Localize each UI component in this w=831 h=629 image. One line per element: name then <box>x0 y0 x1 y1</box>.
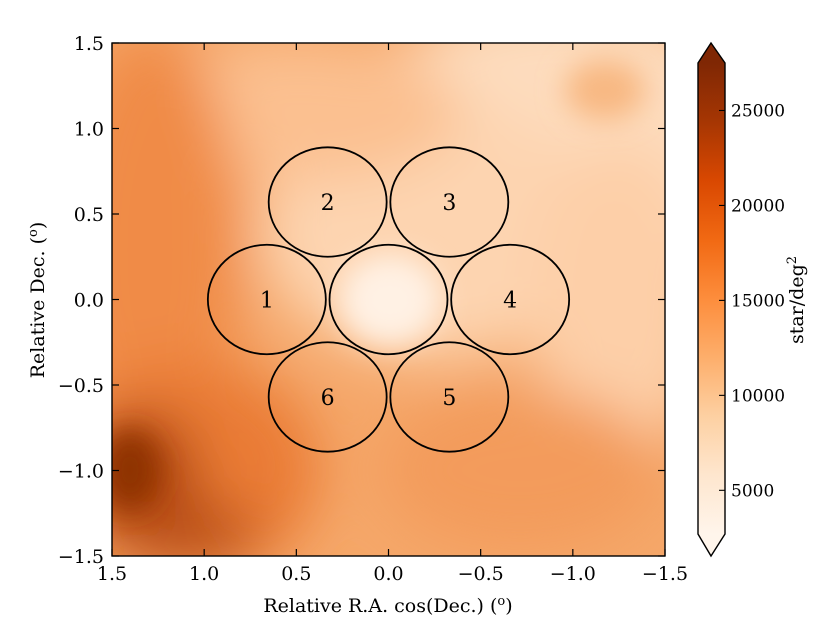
region-circle-3 <box>389 146 510 258</box>
colorbar-outline <box>697 41 726 558</box>
colorbar-tick-label: 10000 <box>731 386 785 406</box>
colorbar-tick-label: 20000 <box>731 196 785 216</box>
x-tick-label: 0.0 <box>373 563 403 585</box>
region-label-2: 2 <box>321 191 335 216</box>
y-axis-ticks: 1.5 1.0 0.5 0.0 −0.5 −1.0 −1.5 <box>58 33 665 568</box>
region-circle-6 <box>267 341 388 453</box>
y-tick-label: −1.5 <box>58 546 104 568</box>
x-tick-label: 1.5 <box>97 563 127 585</box>
colorbar: 5000 10000 15000 20000 25000 star/deg2 <box>697 41 808 558</box>
region-label-1: 1 <box>260 289 274 314</box>
colorbar-extend-min <box>698 534 725 556</box>
y-tick-label: −1.0 <box>58 461 104 483</box>
colorbar-tick-label: 5000 <box>731 481 774 501</box>
colorbar-extend-max <box>698 43 725 63</box>
x-tick-label: −1.0 <box>550 563 596 585</box>
colorbar-gradient <box>698 63 725 534</box>
region-circle-center <box>328 243 449 356</box>
y-tick-label: 1.5 <box>74 33 104 55</box>
colorbar-tick-label: 15000 <box>731 291 785 311</box>
region-label-4: 4 <box>503 289 517 314</box>
y-tick-label: 0.5 <box>74 204 104 226</box>
region-label-6: 6 <box>321 386 335 411</box>
region-circle-5 <box>389 341 510 453</box>
region-circles: 1 2 3 4 5 6 <box>206 146 571 453</box>
x-tick-label: −0.5 <box>458 563 504 585</box>
colorbar-label: star/deg2 <box>785 256 808 344</box>
region-label-3: 3 <box>442 191 456 216</box>
x-tick-label: 0.5 <box>281 563 311 585</box>
region-circle-4 <box>450 243 571 356</box>
region-circle-2 <box>267 146 388 258</box>
region-label-5: 5 <box>442 386 456 411</box>
x-tick-label: 1.0 <box>189 563 219 585</box>
x-axis-label: Relative R.A. cos(Dec.) (o) <box>263 594 512 617</box>
colorbar-tick-label: 25000 <box>731 101 785 121</box>
y-tick-label: −0.5 <box>58 375 104 397</box>
y-tick-label: 0.0 <box>74 290 104 312</box>
y-tick-label: 1.0 <box>74 119 104 141</box>
colorbar-ticks: 5000 10000 15000 20000 25000 <box>719 101 785 501</box>
region-circle-1 <box>206 243 327 356</box>
x-tick-label: −1.5 <box>642 563 688 585</box>
density-map <box>112 43 665 556</box>
x-axis-ticks: 1.5 1.0 0.5 0.0 −0.5 −1.0 −1.5 <box>97 43 688 585</box>
y-axis-label: Relative Dec. (o) <box>26 222 49 379</box>
